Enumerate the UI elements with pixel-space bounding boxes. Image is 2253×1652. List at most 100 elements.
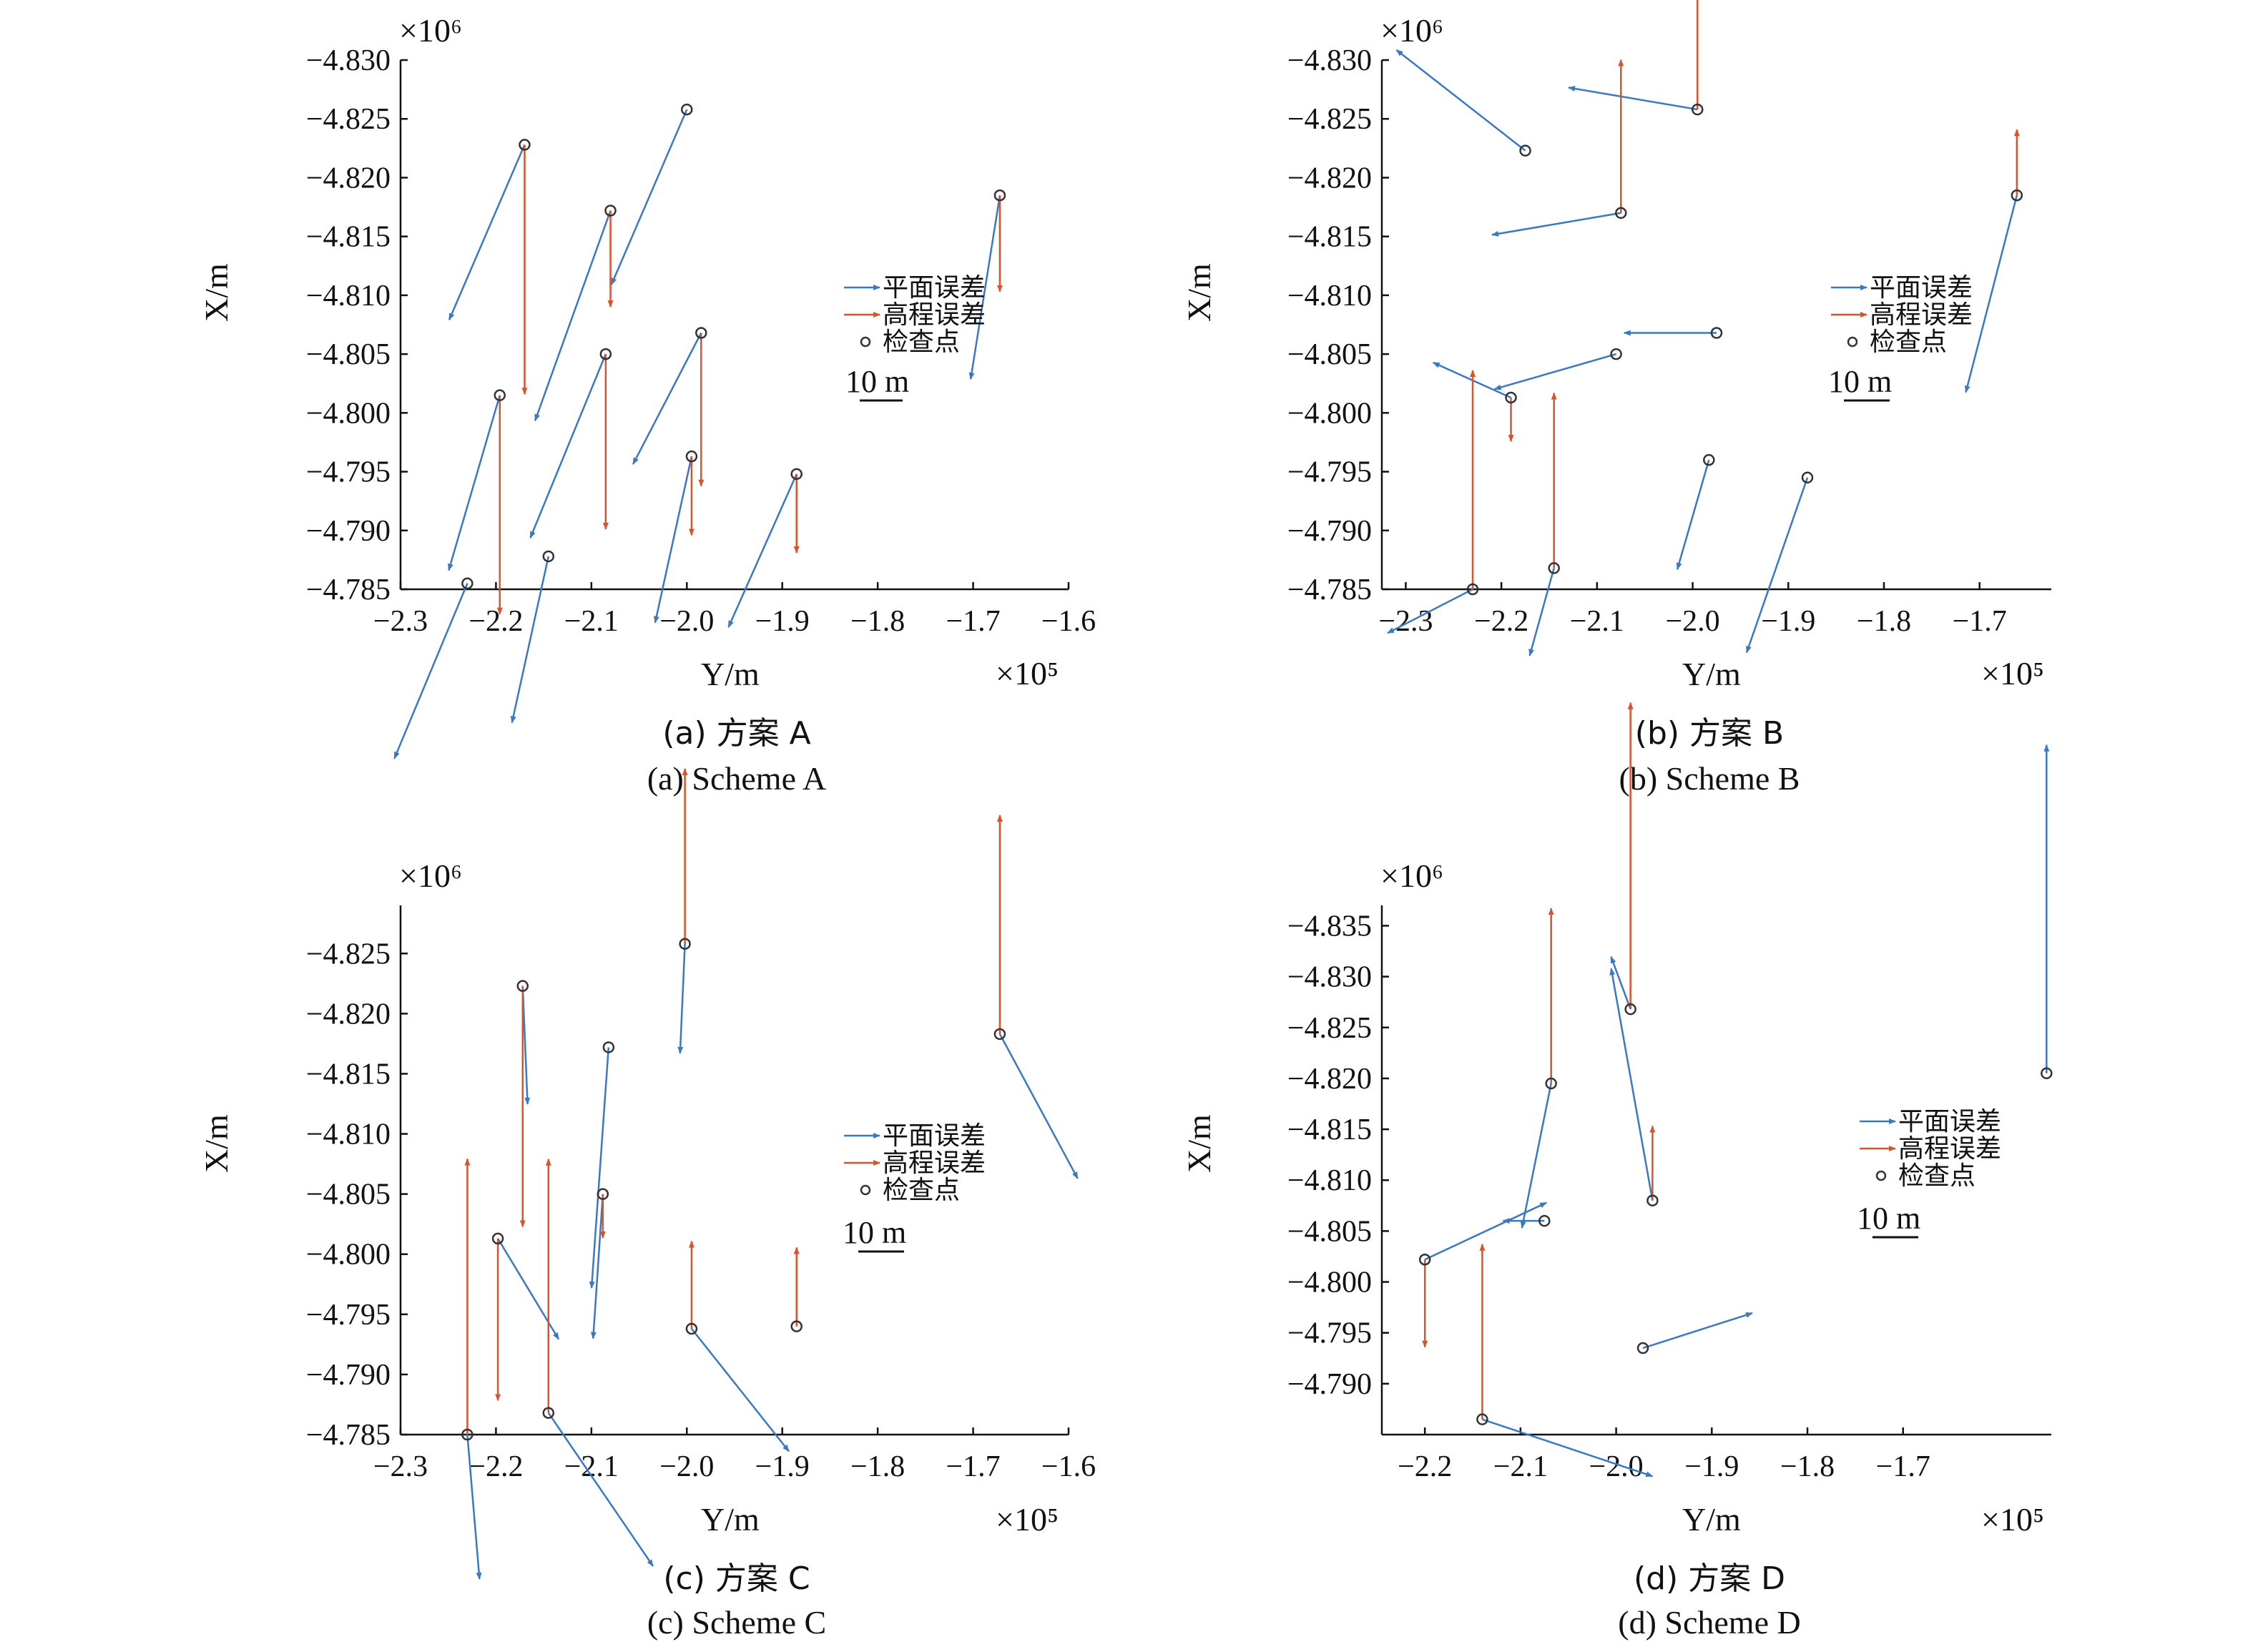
- x-axis-title: Y/m: [701, 656, 760, 692]
- legend-point-label: 检查点: [883, 328, 960, 357]
- legend-point-marker: [1847, 336, 1858, 348]
- planar-error-arrow: [1520, 1083, 1552, 1229]
- planar-error-arrow: [497, 1238, 560, 1340]
- y-tick-label: −4.805: [1287, 338, 1372, 371]
- y-tick-label: −4.820: [1287, 162, 1372, 195]
- y-tick-label: −4.785: [1287, 574, 1372, 606]
- checkpoint-marker: [681, 103, 693, 116]
- planar-error-arrow: [610, 109, 688, 285]
- y-tick-label: −4.820: [306, 162, 391, 195]
- planar-error-arrow: [393, 583, 468, 759]
- checkpoint-marker: [1545, 1077, 1557, 1090]
- x-tick-label: −1.8: [850, 605, 905, 638]
- panel-d: −2.2 −2.1 −2.0 −1.9 −1.8 −1.7 −4.835 −4.830 −4.8…: [1181, 702, 2053, 1641]
- planar-error-arrow: [1493, 353, 1616, 390]
- planar-error-arrow: [690, 1328, 790, 1452]
- x-axis-title: Y/m: [701, 1501, 760, 1538]
- y-tick-label: −4.800: [1287, 1267, 1372, 1299]
- planar-error-arrow: [589, 1047, 610, 1289]
- y-tick-label: −4.790: [306, 515, 391, 548]
- planar-error-arrow: [1387, 588, 1473, 634]
- planar-error-arrow: [510, 556, 550, 724]
- x-tick-label: −2.0: [659, 605, 714, 638]
- y-axis-title: X/m: [198, 1114, 235, 1173]
- y-tick-label: −4.820: [306, 998, 391, 1031]
- checkpoint-marker: [1538, 1214, 1551, 1227]
- checkpoint-marker: [1505, 391, 1517, 404]
- checkpoint-marker: [604, 205, 617, 217]
- checkpoint-marker: [685, 450, 698, 463]
- checkpoint-marker: [1710, 327, 1723, 339]
- y-tick-label: −4.820: [1287, 1063, 1372, 1096]
- checkpoint-marker: [2011, 189, 2023, 202]
- checkpoint-marker: [461, 1428, 473, 1441]
- y-tick-label: −4.825: [306, 938, 391, 970]
- legend-point-label: 检查点: [1870, 328, 1947, 357]
- legend: 平面误差 高程误差 检查点: [1831, 273, 1973, 357]
- x-tick-label: −1.8: [1857, 605, 1911, 638]
- legend-height-label: 高程误差: [883, 300, 986, 330]
- y-tick-label: −4.800: [306, 1239, 391, 1272]
- y-tick-label: −4.830: [1287, 44, 1372, 77]
- legend-planar-label: 平面误差: [883, 273, 986, 303]
- x-tick-label: −1.9: [755, 1450, 810, 1483]
- checkpoint-marker: [1519, 144, 1531, 157]
- y-tick-label: −4.810: [306, 280, 391, 313]
- x-tick-label: −1.9: [1761, 605, 1815, 638]
- checkpoint-marker: [542, 550, 555, 563]
- checkpoint-marker: [1703, 453, 1715, 466]
- checkpoint-marker: [790, 1320, 802, 1332]
- planar-error-arrow: [466, 1434, 482, 1580]
- planar-error-arrow: [448, 395, 501, 571]
- planar-error-arrow: [727, 473, 797, 628]
- caption-cn: (b) 方案 B: [1635, 715, 1784, 752]
- x-tick-label: −2.2: [468, 1450, 523, 1483]
- checkpoint-marker: [1615, 207, 1627, 220]
- x-tick-label: −1.6: [1041, 605, 1096, 638]
- y-axis-title: X/m: [1181, 1114, 1217, 1173]
- x-tick-label: −2.3: [373, 605, 428, 638]
- planar-error-arrow: [547, 1412, 654, 1567]
- checkpoint-marker: [1692, 103, 1704, 116]
- axes-a: −2.3 −2.2 −2.1 −2.0 −1.9 −1.8 −1.7 −1.6 −4.830 −4…: [306, 44, 1096, 638]
- x-tick-label: −2.2: [1474, 605, 1528, 638]
- scale-bar: 10 m: [1857, 1201, 1920, 1239]
- planar-error-arrow: [653, 456, 693, 624]
- x-tick-label: −2.1: [1493, 1450, 1548, 1483]
- checkpoint-marker: [1476, 1413, 1488, 1425]
- y-tick-label: −4.830: [306, 44, 391, 77]
- x-tick-label: −2.0: [659, 1450, 714, 1483]
- caption-en: (d) Scheme D: [1618, 1604, 1800, 1641]
- legend-planar-label: 平面误差: [1898, 1107, 2001, 1136]
- x-tick-label: −1.7: [946, 1450, 1000, 1483]
- checkpoint-marker: [602, 1041, 615, 1053]
- marks-b: [1387, 0, 2023, 657]
- panel-c: −2.3 −2.2 −2.1 −2.0 −1.9 −1.8 −1.7 −1.6 −4.825 −4…: [198, 768, 1096, 1641]
- checkpoint-marker: [491, 1232, 504, 1245]
- x-tick-label: −2.3: [373, 1450, 428, 1483]
- legend: 平面误差 高程误差 检查点: [844, 1121, 986, 1205]
- checkpoint-marker: [461, 577, 473, 590]
- planar-error-arrow: [1528, 568, 1555, 657]
- planar-error-arrow: [1745, 477, 1809, 654]
- checkpoint-marker: [519, 139, 531, 151]
- axes-d: −2.2 −2.1 −2.0 −1.9 −1.8 −1.7 −4.835 −4.830 −4.8…: [1287, 905, 2051, 1483]
- checkpoint-marker: [993, 1028, 1006, 1041]
- checkpoint-marker: [695, 327, 707, 339]
- x-tick-label: −2.0: [1589, 1450, 1644, 1483]
- legend-height-label: 高程误差: [1898, 1134, 2001, 1164]
- y-tick-label: −4.790: [1287, 515, 1372, 548]
- legend-height-label: 高程误差: [1870, 300, 1973, 330]
- planar-error-arrow: [998, 1033, 1079, 1179]
- x-exponent-label: ×10⁵: [996, 655, 1059, 692]
- caption-cn: (a) 方案 A: [662, 715, 810, 752]
- x-axis-title: Y/m: [1682, 656, 1741, 692]
- y-tick-label: −4.810: [306, 1118, 391, 1151]
- x-tick-label: −1.8: [1780, 1450, 1835, 1483]
- planar-error-arrow: [677, 943, 686, 1054]
- checkpoint-marker: [685, 1322, 698, 1335]
- x-tick-label: −1.9: [755, 605, 810, 638]
- planar-error-arrow: [590, 1194, 604, 1339]
- legend-point-label: 检查点: [883, 1176, 960, 1205]
